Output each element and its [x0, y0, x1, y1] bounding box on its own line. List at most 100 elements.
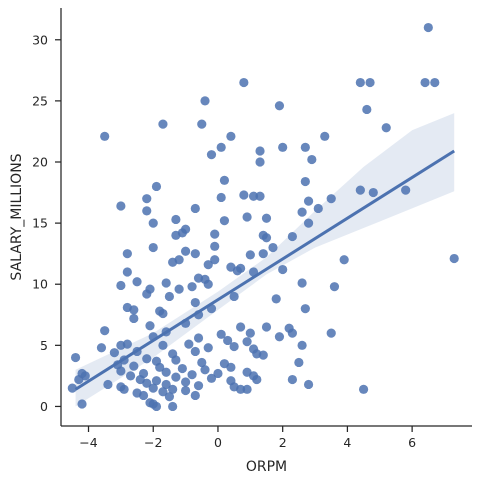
data-point	[210, 255, 220, 265]
data-point	[449, 253, 459, 264]
data-point	[423, 22, 433, 33]
data-point	[122, 267, 132, 277]
data-point	[187, 370, 197, 380]
data-point	[180, 377, 191, 387]
x-tick-label: −2	[144, 435, 162, 450]
data-point	[77, 399, 87, 409]
data-point	[161, 379, 171, 390]
data-point	[203, 343, 213, 353]
y-tick-label: 0	[40, 399, 48, 414]
y-tick-label: 30	[32, 32, 48, 47]
data-point	[229, 291, 239, 302]
data-point	[401, 185, 411, 195]
data-point	[132, 277, 142, 287]
data-point	[368, 187, 378, 198]
data-point	[158, 340, 168, 350]
data-point	[116, 201, 126, 211]
data-point	[142, 206, 152, 216]
data-point	[116, 280, 126, 291]
data-point	[245, 328, 255, 338]
data-point	[268, 242, 278, 253]
data-point	[216, 192, 226, 203]
data-point	[297, 207, 307, 217]
data-point	[210, 229, 220, 239]
data-point	[142, 194, 152, 204]
data-point	[193, 273, 204, 283]
data-point	[242, 384, 252, 394]
data-point	[223, 335, 233, 346]
data-point	[184, 339, 194, 349]
data-point	[197, 119, 207, 129]
data-point	[190, 203, 200, 214]
data-point	[287, 374, 297, 385]
data-point	[174, 255, 184, 265]
plot-area	[67, 22, 459, 412]
data-point	[148, 383, 158, 393]
data-point	[200, 96, 210, 106]
data-point	[355, 185, 365, 195]
data-point	[151, 376, 162, 386]
data-point	[274, 332, 285, 342]
data-point	[297, 340, 307, 350]
data-point	[358, 384, 369, 394]
data-point	[297, 278, 307, 288]
y-ticks: 0 5 10 15 20 25 30	[32, 32, 61, 414]
data-point	[236, 263, 246, 273]
data-point	[239, 77, 249, 88]
data-point	[171, 355, 181, 365]
data-point	[365, 77, 375, 88]
data-point	[261, 213, 272, 223]
data-point	[74, 374, 84, 385]
data-point	[161, 367, 171, 377]
data-point	[168, 384, 178, 394]
data-point	[171, 214, 181, 225]
data-point	[258, 249, 268, 259]
data-point	[125, 371, 136, 381]
data-point	[129, 361, 139, 371]
data-point	[300, 142, 310, 152]
data-point	[255, 146, 265, 156]
data-point	[430, 77, 440, 88]
data-point	[255, 157, 265, 167]
data-point	[287, 231, 297, 242]
data-point	[219, 175, 230, 185]
data-point	[203, 260, 213, 270]
data-point	[67, 383, 77, 393]
data-point	[313, 203, 323, 214]
data-point	[129, 305, 139, 315]
data-point	[326, 194, 336, 204]
data-point	[190, 249, 200, 259]
data-point	[70, 352, 81, 363]
data-point	[239, 190, 249, 200]
data-point	[116, 366, 126, 376]
data-point	[339, 255, 349, 265]
data-point	[158, 119, 168, 129]
data-point	[362, 104, 372, 115]
data-point	[213, 368, 223, 379]
data-point	[248, 191, 259, 201]
data-point	[158, 308, 168, 319]
data-point	[119, 384, 129, 394]
data-point	[168, 401, 178, 412]
data-point	[193, 333, 204, 343]
data-point	[109, 348, 119, 358]
data-point	[219, 216, 230, 226]
y-tick-label: 10	[32, 277, 48, 292]
data-point	[242, 337, 252, 347]
data-point	[187, 282, 197, 292]
data-point	[203, 279, 213, 289]
data-point	[255, 191, 265, 201]
y-tick-label: 15	[32, 216, 48, 231]
data-point	[303, 196, 314, 206]
regression-line	[74, 149, 455, 391]
x-tick-label: 4	[343, 435, 351, 450]
data-point	[278, 142, 288, 152]
data-point	[190, 346, 200, 357]
data-point	[329, 282, 340, 292]
data-point	[200, 365, 210, 375]
data-point	[138, 390, 149, 401]
data-point	[177, 363, 187, 374]
data-point	[190, 297, 200, 308]
data-point	[142, 378, 152, 388]
x-axis-title: ORPM	[246, 459, 287, 475]
